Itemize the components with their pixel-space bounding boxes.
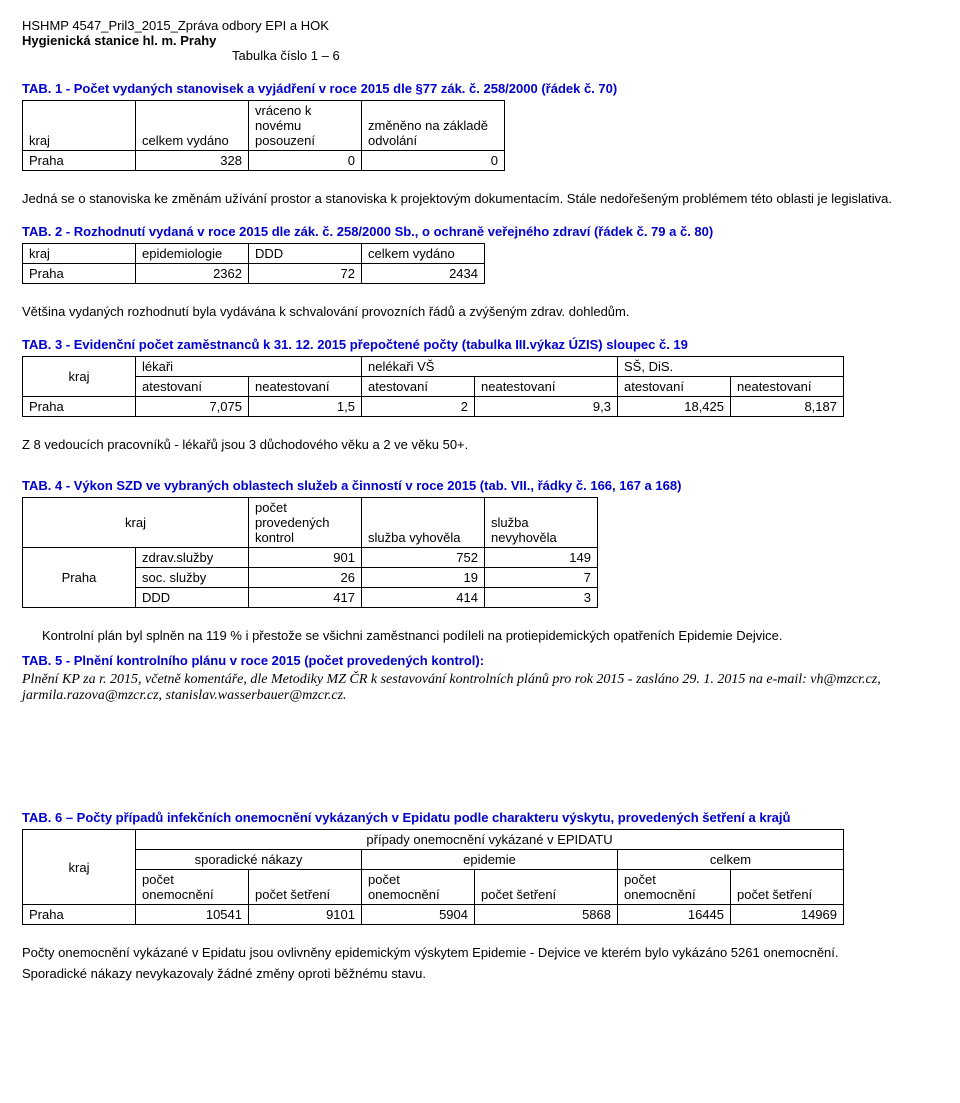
tab6-r-c1: 10541 xyxy=(136,905,249,925)
tab5-heading: TAB. 5 - Plnění kontrolního plánu v roce… xyxy=(22,653,938,668)
tab2-r-kraj: Praha xyxy=(23,264,136,284)
tab1-r-vraceno: 0 xyxy=(249,151,362,171)
tab3-h-n2: neatestovaní xyxy=(475,377,618,397)
tab6-table: kraj případy onemocnění vykázané v EPIDA… xyxy=(22,829,844,925)
tab4-r1-v1: 26 xyxy=(249,568,362,588)
tab3-h-a3: atestovaní xyxy=(618,377,731,397)
tab3-h-a1: atestovaní xyxy=(136,377,249,397)
tab6-h-se3: počet šetření xyxy=(731,870,844,905)
tab3-table: kraj lékaři nelékaři VŠ SŠ, DiS. atestov… xyxy=(22,356,844,417)
tab2-r-ddd: 72 xyxy=(249,264,362,284)
tab4-h-c1: počet provedených kontrol xyxy=(249,498,362,548)
tab2-heading: TAB. 2 - Rozhodnutí vydaná v roce 2015 d… xyxy=(22,224,938,239)
tab4-r0-v1: 901 xyxy=(249,548,362,568)
tab6-h-g1: sporadické nákazy xyxy=(136,850,362,870)
tab2-h-epi: epidemiologie xyxy=(136,244,249,264)
tab1-h-celkem: celkem vydáno xyxy=(136,101,249,151)
tab3-heading: TAB. 3 - Evidenční počet zaměstnanců k 3… xyxy=(22,337,938,352)
tab6-h-g3: celkem xyxy=(618,850,844,870)
tab4-note: Kontrolní plán byl splněn na 119 % i pře… xyxy=(42,628,938,643)
tab6-r-c4: 5868 xyxy=(475,905,618,925)
tab3-r-c6: 8,187 xyxy=(731,397,844,417)
tab3-r-c3: 2 xyxy=(362,397,475,417)
tab6-note2: Sporadické nákazy nevykazovaly žádné změ… xyxy=(22,966,938,981)
tab3-h-n1: neatestovaní xyxy=(249,377,362,397)
tab6-h-se2: počet šetření xyxy=(475,870,618,905)
tab1-r-zmeneno: 0 xyxy=(362,151,505,171)
table-row: Praha 328 0 0 xyxy=(23,151,505,171)
tab3-h-lekari: lékaři xyxy=(136,357,362,377)
tab3-h-a2: atestovaní xyxy=(362,377,475,397)
table-row: Praha 7,075 1,5 2 9,3 18,425 8,187 xyxy=(23,397,844,417)
tab6-h-on1: počet onemocnění xyxy=(136,870,249,905)
tab4-r0-svc: zdrav.služby xyxy=(136,548,249,568)
tab6-note1: Počty onemocnění vykázané v Epidatu jsou… xyxy=(22,945,938,960)
tab2-r-epi: 2362 xyxy=(136,264,249,284)
tab2-note: Většina vydaných rozhodnutí byla vydáván… xyxy=(22,304,938,319)
tab6-heading: TAB. 6 – Počty případů infekčních onemoc… xyxy=(22,810,938,825)
tab6-r-c5: 16445 xyxy=(618,905,731,925)
tab6-h-on3: počet onemocnění xyxy=(618,870,731,905)
tab4-h-c3: služba nevyhověla xyxy=(485,498,598,548)
table-row: Praha 2362 72 2434 xyxy=(23,264,485,284)
tab4-r2-v1: 417 xyxy=(249,588,362,608)
tab4-h-kraj: kraj xyxy=(23,498,249,548)
tab2-h-kraj: kraj xyxy=(23,244,136,264)
tab1-heading: TAB. 1 - Počet vydaných stanovisek a vyj… xyxy=(22,81,938,96)
doc-org: Hygienická stanice hl. m. Prahy xyxy=(22,33,938,48)
tab3-r-c1: 7,075 xyxy=(136,397,249,417)
tab3-h-kraj: kraj xyxy=(23,357,136,397)
tab4-r2-v3: 3 xyxy=(485,588,598,608)
tab6-r-c2: 9101 xyxy=(249,905,362,925)
tab4-r2-svc: DDD xyxy=(136,588,249,608)
tab1-h-zmeneno: změněno na základě odvolání xyxy=(362,101,505,151)
tab3-r-c5: 18,425 xyxy=(618,397,731,417)
tab4-r1-v2: 19 xyxy=(362,568,485,588)
tab1-note: Jedná se o stanoviska ke změnám užívání … xyxy=(22,191,938,206)
tab3-note: Z 8 vedoucích pracovníků - lékařů jsou 3… xyxy=(22,437,938,452)
table-row: Praha 10541 9101 5904 5868 16445 14969 xyxy=(23,905,844,925)
tab6-h-g2: epidemie xyxy=(362,850,618,870)
tab6-h-kraj: kraj xyxy=(23,830,136,905)
tab4-r0-v3: 149 xyxy=(485,548,598,568)
tab4-r1-v3: 7 xyxy=(485,568,598,588)
tab3-h-n3: neatestovaní xyxy=(731,377,844,397)
tab4-table: kraj počet provedených kontrol služba vy… xyxy=(22,497,598,608)
tab6-h-se1: počet šetření xyxy=(249,870,362,905)
tab3-r-c2: 1,5 xyxy=(249,397,362,417)
tab5-body: Plnění KP za r. 2015, včetně komentáře, … xyxy=(22,672,938,704)
tab4-heading: TAB. 4 - Výkon SZD ve vybraných oblastec… xyxy=(22,478,938,493)
tab3-r-kraj: Praha xyxy=(23,397,136,417)
tab1-r-kraj: Praha xyxy=(23,151,136,171)
tab4-praha: Praha xyxy=(23,548,136,608)
tab3-r-c4: 9,3 xyxy=(475,397,618,417)
doc-subtitle: Tabulka číslo 1 – 6 xyxy=(232,48,938,63)
tab3-h-nelekari: nelékaři VŠ xyxy=(362,357,618,377)
tab2-h-celkem: celkem vydáno xyxy=(362,244,485,264)
tab6-r-c3: 5904 xyxy=(362,905,475,925)
tab4-r0-v2: 752 xyxy=(362,548,485,568)
doc-id: HSHMP 4547_Pril3_2015_Zpráva odbory EPI … xyxy=(22,18,938,33)
tab1-h-vraceno: vráceno k novému posouzení xyxy=(249,101,362,151)
tab4-r2-v2: 414 xyxy=(362,588,485,608)
tab2-r-celkem: 2434 xyxy=(362,264,485,284)
tab6-r-kraj: Praha xyxy=(23,905,136,925)
tab1-r-celkem: 328 xyxy=(136,151,249,171)
tab4-h-c2: služba vyhověla xyxy=(362,498,485,548)
tab3-h-ss: SŠ, DiS. xyxy=(618,357,844,377)
tab1-table: kraj celkem vydáno vráceno k novému poso… xyxy=(22,100,505,171)
tab6-r-c6: 14969 xyxy=(731,905,844,925)
tab4-r1-svc: soc. služby xyxy=(136,568,249,588)
tab2-table: kraj epidemiologie DDD celkem vydáno Pra… xyxy=(22,243,485,284)
table-row: Praha zdrav.služby 901 752 149 xyxy=(23,548,598,568)
tab1-h-kraj: kraj xyxy=(23,101,136,151)
tab2-h-ddd: DDD xyxy=(249,244,362,264)
tab6-h-top: případy onemocnění vykázané v EPIDATU xyxy=(136,830,844,850)
tab6-h-on2: počet onemocnění xyxy=(362,870,475,905)
